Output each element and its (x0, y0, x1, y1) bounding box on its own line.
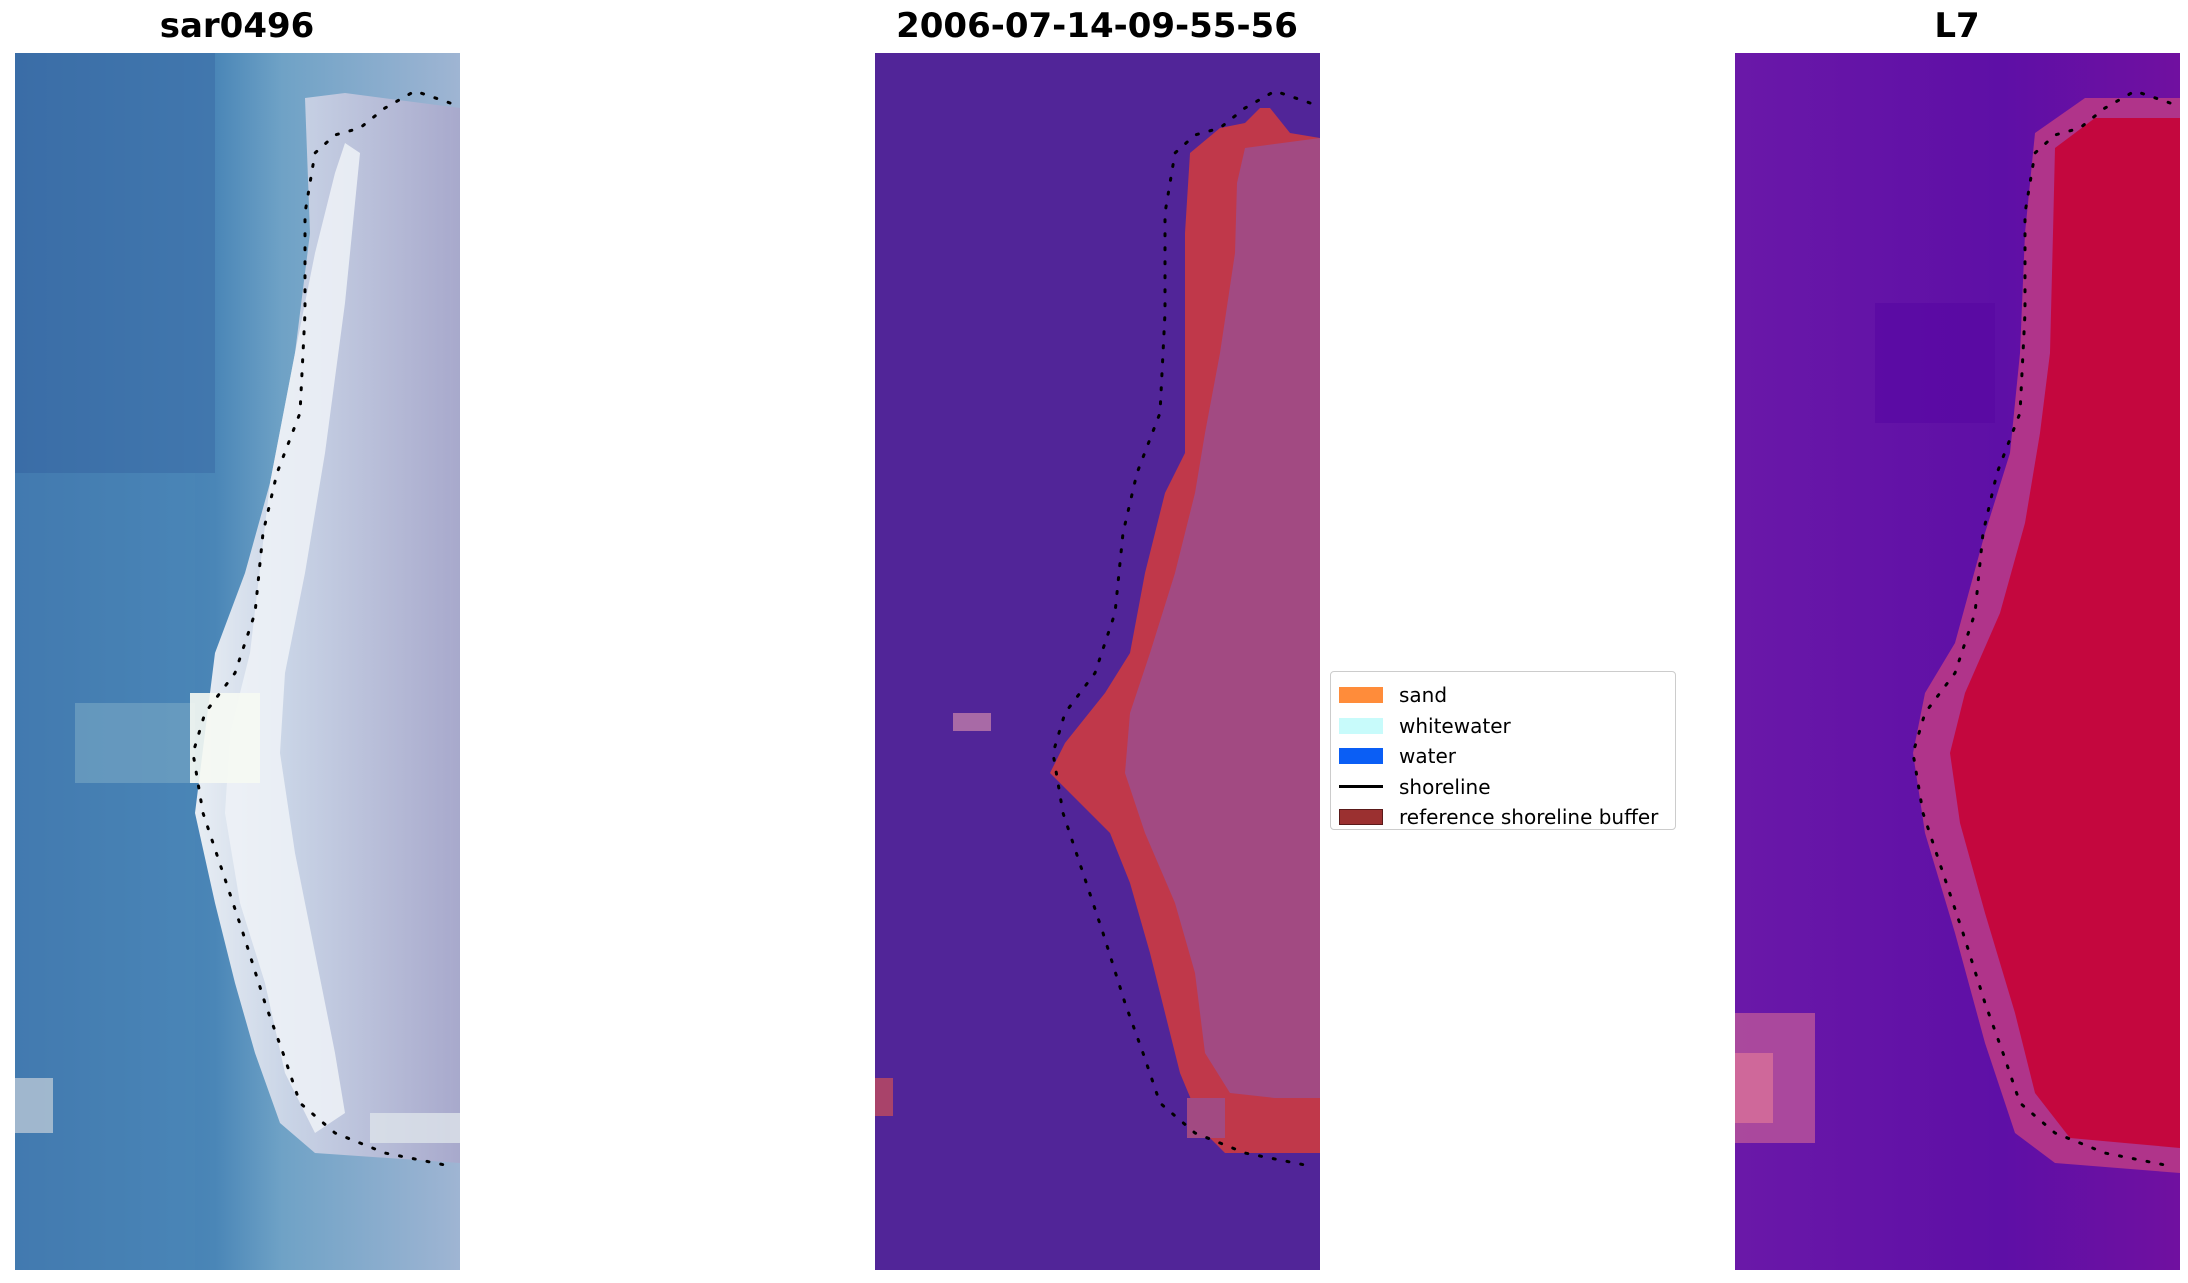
panel-title-rgb: sar0496 (159, 6, 315, 46)
legend-label: whitewater (1399, 713, 1511, 738)
legend-item-sand: sand (1339, 680, 1665, 711)
legend-item-shoreline: shoreline (1339, 772, 1665, 803)
legend-label: reference shoreline buffer (1399, 805, 1659, 830)
legend-item-reference-buffer: reference shoreline buffer (1339, 802, 1665, 833)
whitewater-swatch (1339, 717, 1383, 734)
rgb-satellite-image (15, 53, 460, 1270)
sand-swatch (1339, 687, 1383, 704)
legend-label: sand (1399, 683, 1448, 708)
water-index-image (1735, 53, 2180, 1270)
classified-image (875, 53, 1320, 1270)
water-swatch (1339, 748, 1383, 765)
shoreline-line-sample (1339, 785, 1383, 789)
legend-label: shoreline (1399, 774, 1491, 799)
panel-title-classified: 2006-07-14-09-55-56 (896, 6, 1298, 46)
legend: sand whitewater water shoreline referenc… (1330, 671, 1676, 830)
legend-item-water: water (1339, 741, 1665, 772)
panel-title-index: L7 (1934, 6, 1980, 46)
legend-label: water (1399, 744, 1456, 769)
legend-item-whitewater: whitewater (1339, 711, 1665, 742)
reference-buffer-swatch (1339, 809, 1383, 826)
